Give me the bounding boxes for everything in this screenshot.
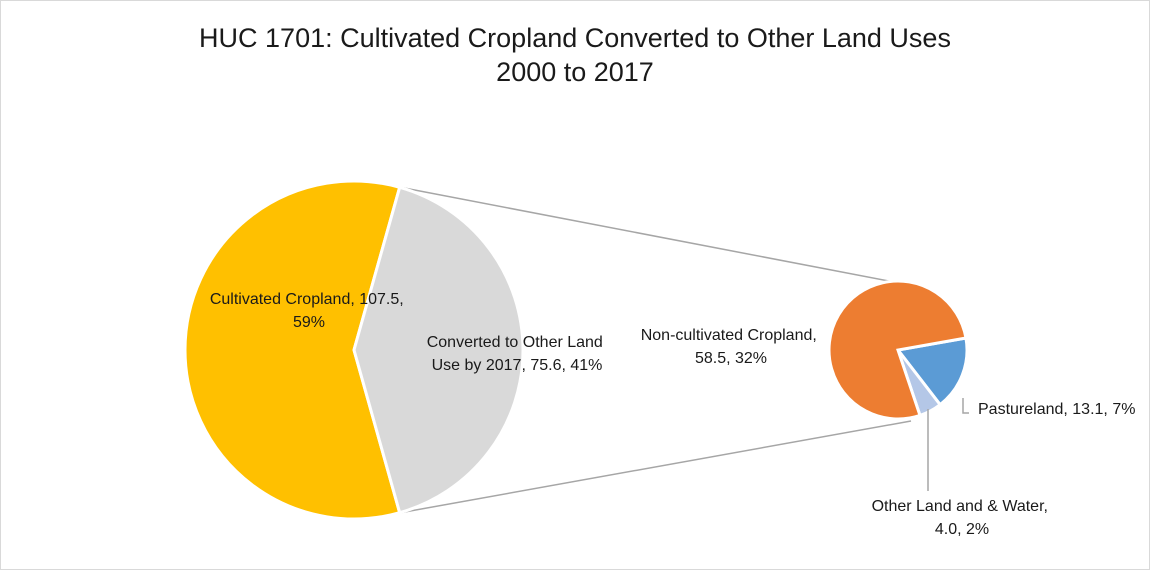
data-label-other-land-water: Other Land and & Water, 4.0, 2% (872, 498, 1053, 538)
pie-slice-pastureland (895, 336, 969, 407)
connector-line-bottom (398, 420, 912, 514)
data-label-pastureland: Pastureland, 13.1, 7% (978, 401, 1135, 418)
chart-title-block: HUC 1701: Cultivated Cropland Converted … (1, 21, 1149, 89)
data-label-converted: Converted to Other Land Use by 2017, 75.… (427, 334, 608, 374)
chart-subtitle: 2000 to 2017 (496, 57, 654, 87)
data-label-non-cultivated-cropland: Non-cultivated Cropland, 58.5, 32% (641, 327, 822, 367)
secondary-pie (827, 279, 969, 421)
connector-line-top (398, 186, 900, 284)
pie-slice-converted-to-other-land (352, 185, 525, 515)
pie-slice-non-cultivated-cropland (827, 279, 968, 421)
pie-slice-cultivated-cropland (183, 179, 402, 521)
data-label-cultivated-cropland: Cultivated Cropland, 107.5, 59% (210, 291, 408, 331)
chart-title: HUC 1701: Cultivated Cropland Converted … (199, 23, 951, 53)
leader-lines (927, 398, 969, 491)
connector-lines (398, 186, 912, 514)
primary-pie (183, 179, 525, 521)
leader-line-pastureland (962, 398, 969, 414)
